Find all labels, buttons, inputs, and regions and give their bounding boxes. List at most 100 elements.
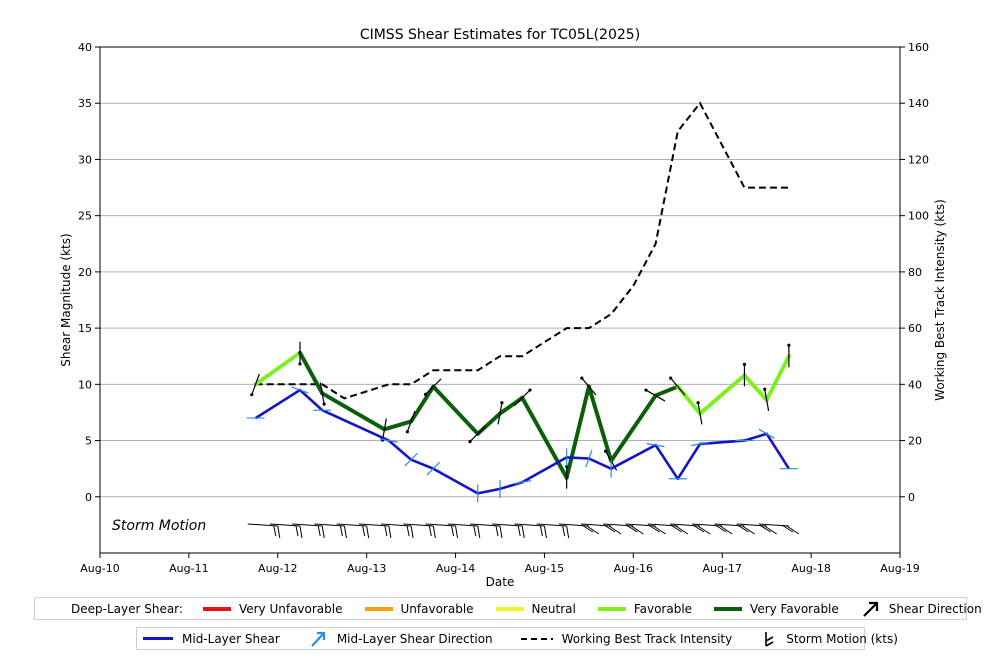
x-tick-label: Aug-16 bbox=[614, 562, 653, 575]
y-left-tick-label: 5 bbox=[85, 435, 92, 448]
arrow-head bbox=[528, 388, 532, 392]
legend-label-very-unfavorable: Very Unfavorable bbox=[238, 601, 343, 616]
shear-direction-arrow bbox=[250, 373, 260, 397]
deep-layer-segment bbox=[653, 384, 680, 398]
barb-flag bbox=[495, 525, 499, 537]
shear-direction-arrow bbox=[787, 343, 791, 368]
barb-shaft bbox=[381, 523, 412, 527]
deep-layer-segment bbox=[409, 384, 436, 424]
storm-motion-barb bbox=[469, 523, 503, 539]
storm-motion-barb bbox=[336, 523, 370, 539]
barb-flag bbox=[603, 524, 616, 533]
arrow-head bbox=[787, 343, 791, 347]
barb-flag bbox=[432, 525, 436, 539]
legend-label-storm-motion: Storm Motion (kts) bbox=[786, 631, 898, 646]
shear-direction-arrow bbox=[514, 388, 532, 407]
deep-layer-segment bbox=[298, 350, 325, 396]
deep-layer-segment bbox=[253, 350, 302, 387]
barb-flag bbox=[719, 525, 733, 535]
barb-shaft bbox=[714, 523, 745, 527]
arrow-head bbox=[298, 362, 302, 366]
barb-flag bbox=[406, 525, 410, 537]
barb-shaft bbox=[269, 523, 301, 527]
unfavorable-swatch bbox=[364, 606, 393, 611]
barb-flag bbox=[366, 525, 370, 539]
barb-shaft bbox=[358, 523, 389, 527]
barb-flag bbox=[648, 524, 660, 533]
legend-title: Deep-Layer Shear: bbox=[71, 601, 183, 616]
legend-item-shear-direction: Shear Direction bbox=[861, 600, 982, 618]
storm-motion-barb bbox=[758, 523, 800, 535]
mid-layer-direction-arrow bbox=[691, 441, 709, 447]
wind-barb-icon bbox=[765, 631, 774, 647]
storm-motion-barb bbox=[492, 523, 525, 539]
storm-motion-barb bbox=[425, 523, 459, 539]
barb-flag bbox=[562, 525, 566, 537]
barb-flag bbox=[388, 525, 392, 539]
barb-shaft bbox=[336, 523, 367, 527]
legend-label-very-favorable: Very Favorable bbox=[750, 601, 839, 616]
mid-layer-line bbox=[254, 388, 790, 495]
arrow-shaft bbox=[425, 378, 442, 395]
y-right-tick-label: 100 bbox=[908, 210, 929, 223]
barb-flag bbox=[670, 524, 683, 533]
barb-flag bbox=[586, 525, 600, 535]
storm-motion-barb bbox=[314, 523, 347, 539]
barb-flag bbox=[608, 525, 622, 535]
arrow-shaft bbox=[469, 425, 486, 443]
shear-direction-arrow bbox=[319, 382, 326, 406]
barb-shaft bbox=[469, 523, 501, 527]
barb-shaft bbox=[447, 523, 478, 527]
barb-flag bbox=[781, 524, 794, 533]
arrow-head bbox=[742, 362, 747, 366]
x-tick-label: Aug-18 bbox=[791, 562, 830, 575]
barb-flag bbox=[428, 525, 432, 537]
arrow-shaft bbox=[645, 389, 666, 402]
arrow-shaft bbox=[764, 389, 770, 412]
barb-shaft bbox=[647, 523, 678, 527]
arrow-shaft bbox=[251, 373, 260, 395]
storm-motion-barb bbox=[358, 523, 392, 539]
shear-direction-arrow bbox=[298, 341, 302, 366]
barb-flag bbox=[410, 525, 414, 539]
plot-frame bbox=[99, 46, 901, 554]
shear-direction-arrow-icon bbox=[863, 601, 878, 617]
storm-motion-barb bbox=[558, 523, 600, 535]
shear-direction-arrow bbox=[669, 376, 686, 396]
barb-flag bbox=[631, 525, 644, 535]
shear-direction-arrow bbox=[423, 378, 442, 396]
mid-layer-direction-arrow bbox=[513, 480, 532, 485]
legend-label-best-track: Working Best Track Intensity bbox=[561, 631, 733, 646]
arrow-head bbox=[604, 449, 608, 453]
mid-layer-direction-arrow bbox=[646, 442, 665, 448]
storm-motion-barb bbox=[536, 523, 570, 539]
storm-motion-barb bbox=[692, 523, 733, 535]
storm-motion-barb bbox=[603, 523, 644, 535]
deep-layer-segment bbox=[698, 373, 747, 416]
y-right-tick-label: 140 bbox=[908, 97, 929, 110]
arrow-head bbox=[500, 401, 504, 405]
chart-title: CIMSS Shear Estimates for TC05L(2025) bbox=[360, 27, 640, 43]
y-right-tick-label: 80 bbox=[908, 266, 922, 279]
arrow-shaft bbox=[581, 377, 597, 396]
arrow-head bbox=[468, 439, 472, 444]
legend-mid-layer: Mid-Layer Shear Mid-Layer Shear Directio… bbox=[136, 627, 898, 650]
deep-layer-segment bbox=[520, 395, 569, 480]
x-tick-label: Aug-12 bbox=[258, 562, 297, 575]
y-right-tick-label: 0 bbox=[908, 491, 915, 504]
axis-ticks: 0 5 10 15 20 25 30 35 40 0 20 40 60 80 100 120 140 160 Aug… bbox=[78, 41, 929, 575]
x-tick-label: Aug-14 bbox=[436, 562, 475, 575]
shear-chart: CIMSS Shear Estimates for TC05L(2025) 0 5… bbox=[59, 27, 947, 589]
deep-layer-segment bbox=[742, 373, 769, 403]
barb-shaft bbox=[625, 523, 656, 527]
barb-shaft bbox=[247, 523, 278, 527]
barb-shaft bbox=[314, 523, 345, 527]
shear-direction-arrow bbox=[405, 410, 416, 434]
barb-shaft bbox=[758, 523, 789, 527]
arrow-head bbox=[423, 392, 428, 396]
storm-motion-label: Storm Motion bbox=[112, 518, 206, 534]
legend-label-favorable: Favorable bbox=[633, 601, 693, 616]
barb-flag bbox=[384, 525, 388, 537]
legend-deep-layer: Deep-Layer Shear: Very Unfavorable Unfav… bbox=[34, 597, 982, 620]
neutral-swatch bbox=[495, 606, 524, 611]
